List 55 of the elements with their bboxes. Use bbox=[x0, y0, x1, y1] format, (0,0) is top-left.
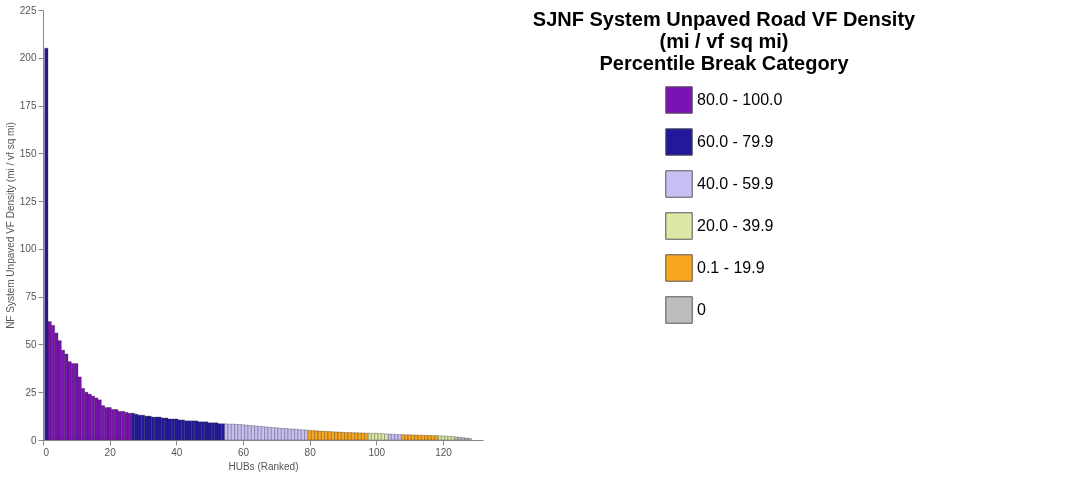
bar bbox=[454, 436, 459, 440]
y-tick-label: 25 bbox=[25, 386, 37, 398]
legend-label: 20.0 - 39.9 bbox=[697, 217, 774, 234]
bar bbox=[457, 437, 462, 440]
bar bbox=[244, 424, 249, 440]
x-tick-label: 0 bbox=[43, 446, 50, 458]
bar bbox=[404, 434, 409, 440]
y-tick-label: 0 bbox=[30, 434, 37, 446]
bar bbox=[231, 423, 235, 440]
y-tick-label: 75 bbox=[25, 291, 37, 303]
x-tick-label: 40 bbox=[171, 446, 183, 458]
y-tick-label: 125 bbox=[19, 195, 37, 207]
bar bbox=[331, 431, 335, 440]
x-tick-label: 60 bbox=[237, 446, 250, 458]
legend-label: 60.0 - 79.9 bbox=[697, 133, 774, 150]
legend-label: 80.0 - 100.0 bbox=[697, 91, 783, 108]
bar bbox=[401, 434, 405, 440]
y-tick-label: 225 bbox=[19, 4, 37, 16]
bar bbox=[74, 363, 79, 440]
bar bbox=[417, 435, 422, 440]
y-tick-label: 175 bbox=[19, 100, 37, 112]
x-tick-label: 80 bbox=[304, 446, 317, 458]
y-axis-title: NF System Unpaved VF Density (mi / vf sq mi) bbox=[4, 122, 16, 329]
bar bbox=[337, 432, 342, 440]
bar bbox=[277, 428, 282, 440]
bar bbox=[451, 436, 455, 440]
bar bbox=[461, 437, 465, 440]
bar bbox=[334, 431, 339, 440]
bar bbox=[247, 425, 252, 440]
x-tick-label: 100 bbox=[368, 446, 386, 458]
y-tick-label: 150 bbox=[19, 147, 37, 159]
bar bbox=[441, 435, 445, 440]
y-tick-label: 100 bbox=[19, 243, 37, 255]
bar bbox=[264, 426, 269, 440]
bar bbox=[257, 426, 262, 440]
legend-title: SJNF System Unpaved Road VF Density (mi / vf sq mi) Percentile Break Category bbox=[532, 8, 917, 74]
bar bbox=[411, 434, 415, 440]
bar bbox=[291, 428, 295, 440]
bar bbox=[431, 435, 435, 440]
bar bbox=[267, 427, 272, 440]
bar bbox=[361, 432, 365, 440]
legend-label: 0.1 - 19.9 bbox=[697, 259, 765, 276]
y-tick-label: 50 bbox=[25, 338, 37, 350]
legend-label: 40.0 - 59.9 bbox=[697, 175, 774, 192]
x-axis-title: HUBs (Ranked) bbox=[228, 460, 299, 472]
bar bbox=[381, 433, 385, 440]
bar bbox=[407, 434, 412, 440]
y-tick-label: 200 bbox=[19, 52, 37, 64]
x-tick-label: 120 bbox=[435, 446, 453, 458]
bar bbox=[414, 434, 419, 440]
bar bbox=[274, 427, 279, 440]
bar bbox=[254, 425, 259, 440]
x-tick-label: 20 bbox=[104, 446, 117, 458]
bar bbox=[44, 48, 49, 440]
legend-label: 0 bbox=[697, 301, 706, 318]
